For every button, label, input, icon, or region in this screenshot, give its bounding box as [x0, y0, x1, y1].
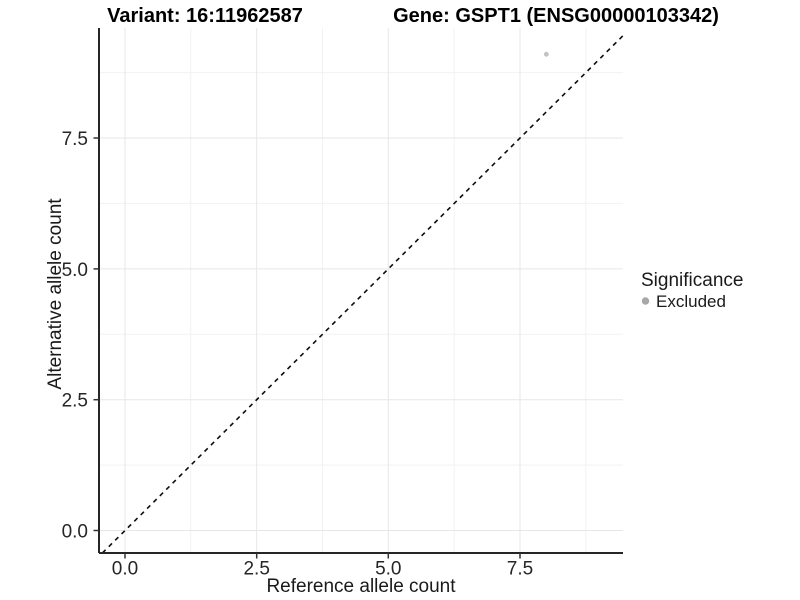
y-tick-marks — [93, 137, 99, 532]
y-tick-labels: 0.0 2.5 5.0 7.5 — [62, 129, 88, 543]
x-tick-label: 7.5 — [507, 559, 533, 580]
x-axis-title: Reference allele count — [266, 576, 456, 597]
x-tick-labels: 0.0 2.5 5.0 7.5 — [112, 559, 533, 580]
plot-title-gene: Gene: GSPT1 (ENSG00000103342) — [393, 5, 719, 27]
x-tick-label: 5.0 — [375, 559, 401, 580]
plot-title-variant: Variant: 16:11962587 — [107, 5, 303, 27]
legend: Significance Excluded — [641, 270, 743, 311]
legend-item-label: Excluded — [656, 292, 726, 311]
legend-key-dot — [641, 297, 650, 305]
y-tick-label: 7.5 — [62, 129, 88, 150]
gridlines-major — [99, 28, 623, 553]
gridlines-minor — [99, 28, 623, 553]
y-tick-label: 5.0 — [62, 260, 88, 281]
y-tick-label: 2.5 — [62, 391, 88, 412]
x-tick-label: 2.5 — [243, 559, 269, 580]
x-tick-marks — [124, 553, 521, 559]
legend-title: Significance — [641, 270, 743, 291]
y-axis-title: Alternative allele count — [45, 198, 66, 390]
plot-panel — [99, 28, 623, 553]
y-tick-label: 0.0 — [62, 522, 88, 543]
x-tick-label: 0.0 — [112, 559, 138, 580]
data-point-excluded — [543, 51, 549, 57]
